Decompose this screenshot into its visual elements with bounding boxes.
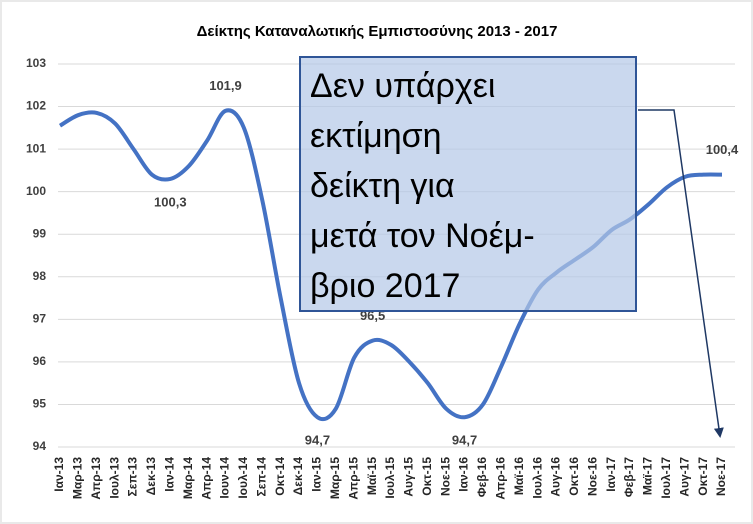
y-tick-label: 94 <box>33 439 47 453</box>
x-tick-label: Ιουν-14 <box>218 457 232 499</box>
data-label: 100,3 <box>154 194 187 209</box>
annotation-text: Δεν υπάρχει <box>310 67 495 105</box>
x-tick-label: Αυγ-15 <box>402 457 416 497</box>
x-tick-label: Απρ-14 <box>199 457 213 500</box>
x-tick-label: Ιουλ-14 <box>236 457 250 499</box>
x-tick-label: Δεκ-14 <box>291 457 305 496</box>
annotation-text: μετά τον Νοέμ- <box>310 217 535 255</box>
x-tick-label: Ιουλ-13 <box>107 457 121 499</box>
y-tick-label: 103 <box>26 56 46 70</box>
y-tick-label: 95 <box>33 397 47 411</box>
x-tick-label: Αυγ-16 <box>549 457 563 497</box>
annotation-text: εκτίμηση <box>310 117 442 155</box>
x-tick-label: Ιαν-17 <box>604 457 618 492</box>
data-label: 100,4 <box>706 142 739 157</box>
annotation-box <box>299 56 637 312</box>
arrow <box>638 109 724 438</box>
y-tick-label: 101 <box>26 141 46 155</box>
x-tick-label: Απρ-16 <box>494 457 508 500</box>
annotation-text: βριο 2017 <box>310 267 460 305</box>
x-tick-label: Νοε-15 <box>438 457 452 496</box>
x-tick-label: Οκτ-15 <box>420 457 434 496</box>
x-tick-label: Μαϊ-17 <box>641 457 655 495</box>
x-tick-label: Οκτ-16 <box>567 457 581 496</box>
x-tick-label: Νοε-16 <box>585 457 599 496</box>
data-label: 94,7 <box>305 433 330 448</box>
x-tick-label: Απρ-15 <box>346 457 360 500</box>
x-tick-label: Οκτ-14 <box>273 457 287 496</box>
x-tick-label: Μαρ-15 <box>328 457 342 499</box>
x-tick-label: Νοε-17 <box>714 457 728 496</box>
x-tick-label: Ιουλ-15 <box>383 457 397 499</box>
x-tick-label: Μαρ-14 <box>181 457 195 499</box>
x-tick-label: Σεπ-14 <box>254 457 268 497</box>
y-tick-label: 96 <box>33 354 47 368</box>
x-tick-label: Απρ-13 <box>89 457 103 500</box>
x-tick-label: Ιουλ-16 <box>530 457 544 499</box>
y-tick-label: 100 <box>26 184 46 198</box>
x-tick-label: Ιαν-15 <box>310 457 324 492</box>
y-tick-label: 102 <box>26 99 46 113</box>
x-tick-label: Φεβ-16 <box>475 457 489 498</box>
x-tick-label: Μαϊ-16 <box>512 457 526 495</box>
chart-title: Δείκτης Καταναλωτικής Εμπιστοσύνης 2013 … <box>197 23 558 40</box>
x-tick-label: Μαϊ-15 <box>365 457 379 495</box>
x-tick-label: Οκτ-17 <box>696 457 710 496</box>
y-tick-label: 98 <box>33 269 47 283</box>
data-label: 101,9 <box>209 78 242 93</box>
y-tick-label: 99 <box>33 226 47 240</box>
x-tick-label: Ιαν-13 <box>52 457 66 492</box>
x-tick-label: Ιουλ-17 <box>659 457 673 499</box>
x-tick-label: Ιαν-14 <box>163 457 177 492</box>
x-tick-label: Φεβ-17 <box>622 457 636 498</box>
data-label: 94,7 <box>452 433 477 448</box>
x-tick-label: Ιαν-16 <box>457 457 471 492</box>
x-tick-label: Σεπ-13 <box>126 457 140 497</box>
x-tick-label: Δεκ-13 <box>144 457 158 496</box>
y-tick-label: 97 <box>33 312 47 326</box>
x-tick-label: Αυγ-17 <box>677 457 691 497</box>
x-tick-label: Μαρ-13 <box>71 457 85 499</box>
annotation-text: δείκτη για <box>310 167 455 205</box>
